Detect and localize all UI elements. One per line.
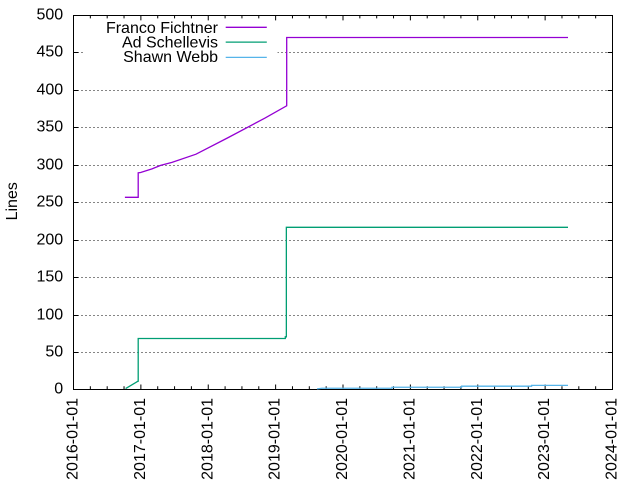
svg-text:2023-01-01: 2023-01-01 (536, 398, 553, 480)
svg-text:2016-01-01: 2016-01-01 (65, 398, 82, 480)
svg-text:2018-01-01: 2018-01-01 (199, 398, 216, 480)
svg-text:Franco Fichtner: Franco Fichtner (106, 20, 219, 37)
svg-text:2020-01-01: 2020-01-01 (334, 398, 351, 480)
svg-text:Ad Schellevis: Ad Schellevis (122, 35, 218, 52)
svg-text:450: 450 (36, 43, 63, 60)
svg-text:2021-01-01: 2021-01-01 (401, 398, 418, 480)
svg-text:50: 50 (45, 343, 63, 360)
svg-text:Lines: Lines (4, 182, 21, 220)
svg-text:200: 200 (36, 231, 63, 248)
svg-text:500: 500 (36, 6, 63, 23)
svg-text:100: 100 (36, 306, 63, 323)
svg-text:2019-01-01: 2019-01-01 (267, 398, 284, 480)
svg-text:2022-01-01: 2022-01-01 (469, 398, 486, 480)
svg-text:400: 400 (36, 81, 63, 98)
svg-text:300: 300 (36, 156, 63, 173)
svg-text:2017-01-01: 2017-01-01 (132, 398, 149, 480)
svg-text:250: 250 (36, 193, 63, 210)
svg-text:0: 0 (54, 380, 63, 397)
svg-text:Shawn Webb: Shawn Webb (123, 49, 218, 66)
svg-text:150: 150 (36, 268, 63, 285)
svg-text:2024-01-01: 2024-01-01 (604, 398, 621, 480)
svg-text:350: 350 (36, 118, 63, 135)
